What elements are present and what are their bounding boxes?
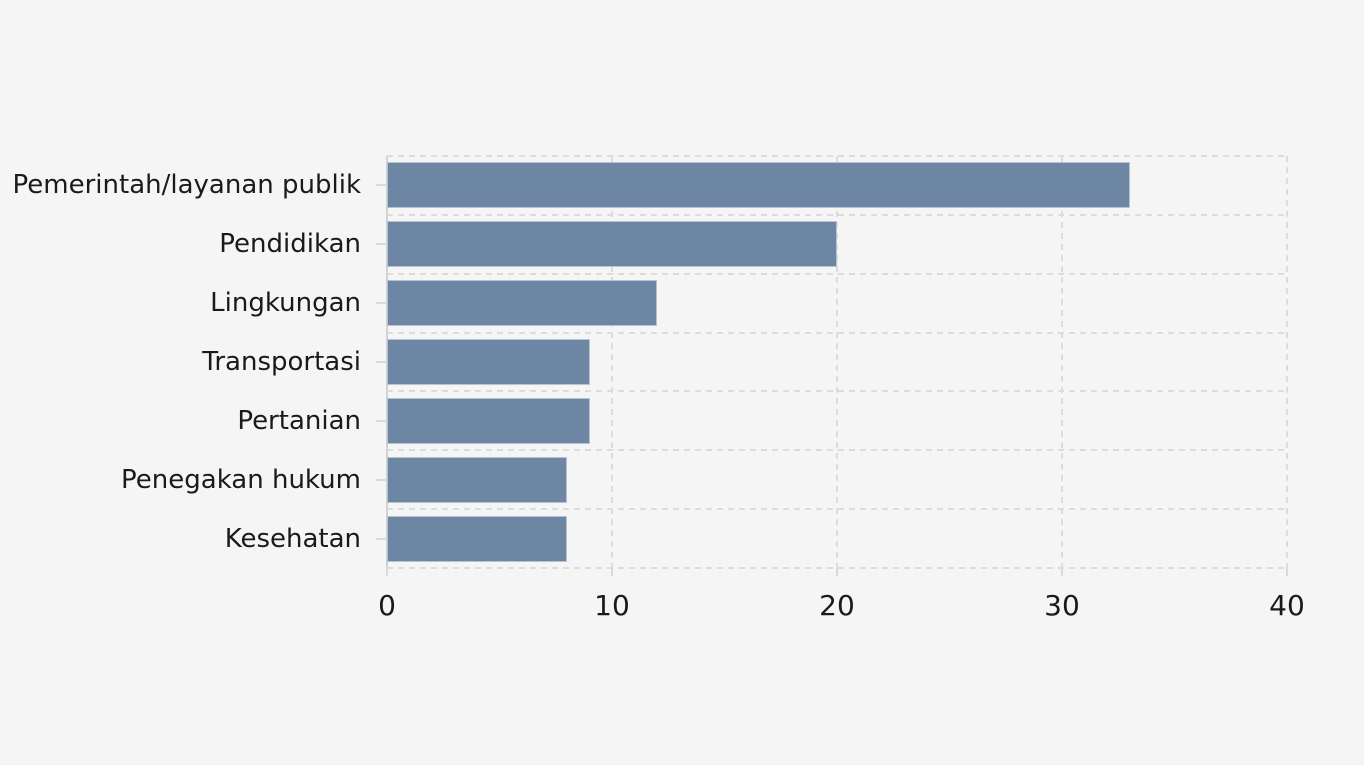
x-tick-label: 0 [378,589,396,622]
y-axis-tick [376,478,387,481]
x-tick-label: 20 [819,589,855,622]
y-axis-tick [376,361,387,363]
plot-area: 0 10 20 30 40 Pemerintah/layanan publik Pendid… [13,155,1305,620]
y-axis-tick [376,243,387,246]
vertical-gridline [836,156,838,568]
vertical-gridline [1061,156,1063,568]
category-label: Pertanian [237,405,361,436]
x-axis-tick [386,568,388,576]
category-label: Pendidikan [219,229,361,260]
x-axis-tick [611,568,613,576]
x-axis-tick [1061,568,1063,576]
y-axis-tick [376,184,387,187]
bar-pertanian[interactable] [387,397,590,444]
x-axis-tick [836,568,838,576]
category-label: Pemerintah/layanan publik [12,170,361,201]
category-label: Transportasi [202,347,361,377]
y-axis-tick [376,419,387,422]
bar-lingkungan[interactable] [387,280,657,327]
bar-kesehatan[interactable] [387,515,567,562]
y-axis-tick [376,537,387,540]
category-label: Kesehatan [224,523,361,554]
bar-pemerintah-layanan-publik[interactable] [387,162,1130,209]
vertical-gridline [1286,156,1288,568]
y-axis-tick [376,302,387,305]
bar-penegakan-hukum[interactable] [387,456,567,503]
x-axis-tick [1286,568,1288,576]
bar-transportasi[interactable] [387,339,590,385]
vertical-gridline [611,156,613,568]
category-label: Lingkungan [210,288,361,319]
category-label: Penegakan hukum [121,464,361,495]
x-tick-label: 10 [594,589,630,622]
bar-pendidikan[interactable] [387,221,837,268]
x-tick-label: 30 [1044,589,1080,622]
x-tick-label: 40 [1269,589,1305,622]
